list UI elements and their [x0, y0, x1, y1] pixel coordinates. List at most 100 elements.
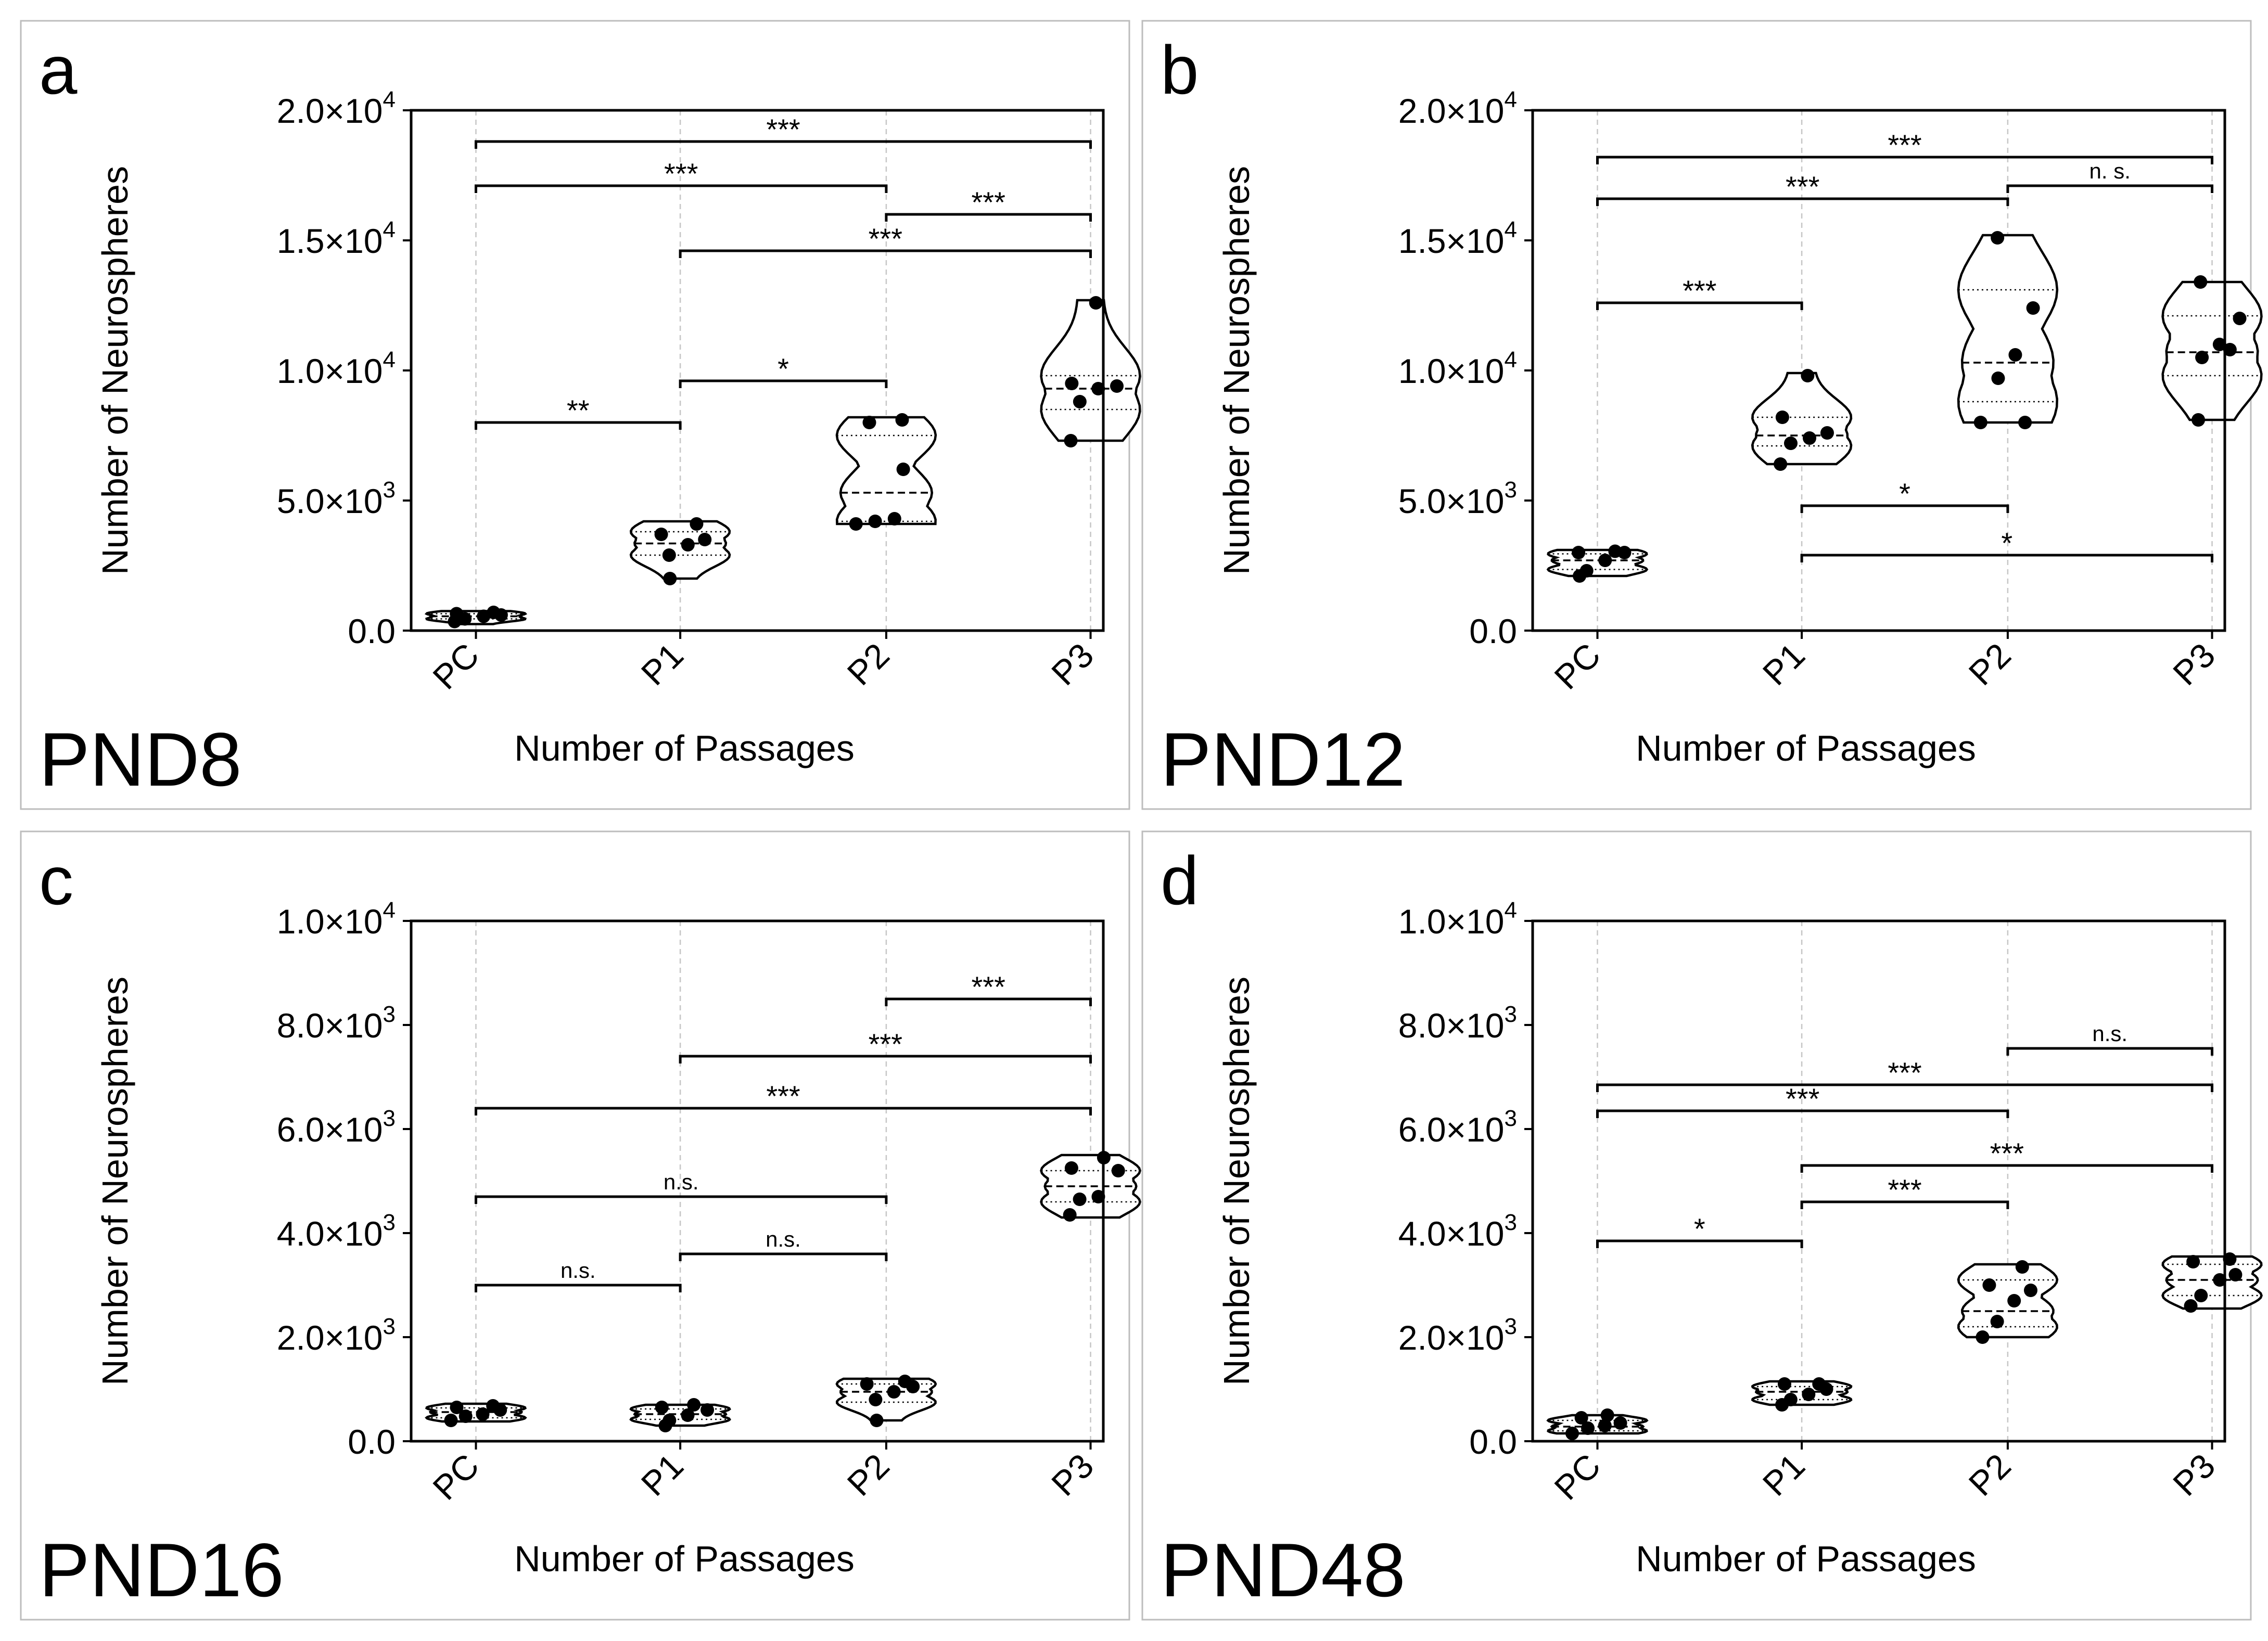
significance-bracket: [1800, 1164, 2214, 1173]
significance-label: *: [778, 352, 789, 385]
data-point: [1775, 411, 1789, 424]
data-point: [1064, 1161, 1078, 1175]
y-tick-exponent: 4: [1505, 347, 1517, 373]
data-point: [1065, 377, 1079, 390]
violin-P3: [2161, 275, 2263, 427]
y-tick-label: 2.0×104: [277, 87, 396, 130]
y-tick-mantissa: 1.5×10: [277, 222, 383, 260]
data-point: [1973, 416, 1987, 429]
panel-letter: c: [39, 842, 73, 919]
data-point: [1565, 1427, 1579, 1440]
violin-body: [1751, 1380, 1853, 1406]
data-point: [2212, 338, 2226, 351]
x-axis-title: Number of Passages: [514, 1539, 855, 1579]
data-point: [1990, 1315, 2004, 1328]
data-point: [663, 572, 677, 585]
data-point: [1976, 1330, 1990, 1344]
panel-frame: [20, 830, 1130, 1621]
data-point: [1783, 437, 1798, 450]
y-tick-exponent: 4: [383, 87, 396, 112]
significance-label: ***: [1786, 170, 1819, 203]
significance-label: ***: [1990, 1137, 2024, 1170]
y-tick-exponent: 3: [383, 1002, 396, 1027]
y-tick-label: 6.0×103: [1398, 1106, 1517, 1149]
data-point: [2194, 275, 2208, 289]
data-point: [1982, 1278, 1996, 1292]
y-tick-exponent: 3: [1505, 1210, 1517, 1235]
y-tick-label: 2.0×103: [277, 1314, 396, 1357]
y-axis-title: Number of Neurospheres: [95, 977, 135, 1386]
data-point: [1608, 544, 1622, 558]
significance-bracket: [1596, 1083, 2214, 1092]
y-tick-mantissa: 1.0×10: [1398, 352, 1505, 390]
y-tick-mantissa: 2.0×10: [277, 1318, 383, 1357]
y-tick-exponent: 3: [1505, 1314, 1517, 1339]
y-tick-label: 2.0×104: [1398, 87, 1517, 130]
plot-area-border: [410, 109, 1105, 632]
x-axis-title: Number of Passages: [514, 728, 855, 768]
panel-letter: a: [39, 32, 78, 108]
y-tick-exponent: 4: [383, 347, 396, 373]
violin-P3: [1040, 296, 1141, 447]
significance-bracket: [1596, 301, 1803, 310]
significance-bracket: [474, 184, 888, 193]
y-tick-label: 4.0×103: [277, 1210, 396, 1253]
y-tick-mantissa: 1.5×10: [1398, 222, 1505, 260]
data-point: [1574, 1411, 1588, 1425]
y-tick-label: 6.0×103: [277, 1106, 396, 1149]
y-tick-mantissa: 4.0×10: [277, 1214, 383, 1253]
violin-body: [1040, 299, 1141, 442]
data-point: [1613, 1416, 1627, 1430]
significance-bracket: [474, 1284, 682, 1292]
significance-bracket: [474, 140, 1092, 149]
y-tick-mantissa: 4.0×10: [1398, 1214, 1505, 1253]
panel-letter: b: [1161, 32, 1199, 108]
significance-label: **: [567, 394, 590, 427]
data-point: [887, 1385, 901, 1399]
data-point: [2023, 1284, 2037, 1297]
significance-label: ***: [869, 222, 902, 255]
significance-bracket: [679, 1252, 888, 1261]
y-tick-label: 1.0×104: [277, 347, 396, 390]
data-point: [887, 512, 901, 525]
data-point: [700, 1403, 715, 1417]
data-point: [662, 548, 676, 562]
y-tick-exponent: 3: [383, 1210, 396, 1235]
data-point: [1802, 1388, 1816, 1401]
y-tick-label: 1.0×104: [277, 898, 396, 941]
data-point: [1579, 564, 1594, 578]
significance-bracket: [679, 379, 888, 388]
data-point: [1073, 395, 1087, 408]
significance-bracket: [679, 249, 1092, 258]
significance-label: ***: [972, 970, 1005, 1003]
significance-bracket: [1596, 156, 2214, 164]
y-tick-label: 0.0: [1469, 1422, 1517, 1461]
violin-P3: [2161, 1252, 2263, 1313]
y-tick-mantissa: 2.0×10: [1398, 92, 1505, 130]
data-point: [681, 1408, 695, 1422]
significance-label: ***: [766, 113, 800, 146]
panel-title: PND48: [1161, 1528, 1406, 1612]
data-point: [1600, 1408, 1614, 1422]
significance-bracket: [1800, 1200, 2009, 1209]
significance-label: ***: [664, 157, 698, 190]
significance-bracket: [885, 997, 1092, 1006]
violin-PC: [424, 606, 528, 629]
data-point: [2026, 301, 2040, 315]
data-point: [655, 1401, 669, 1414]
data-point: [1598, 1419, 1612, 1432]
significance-bracket: [679, 1055, 1092, 1063]
data-point: [1801, 369, 1815, 382]
significance-label: *: [1899, 477, 1910, 510]
data-point: [1812, 1377, 1826, 1391]
y-tick-mantissa: 1.0×10: [277, 902, 383, 941]
violin-body: [1957, 234, 2059, 424]
panel-frame: [1141, 830, 2252, 1621]
y-tick-exponent: 3: [1505, 1002, 1517, 1027]
panel-frame: [1141, 20, 2252, 810]
y-tick-mantissa: 0.0: [1469, 612, 1517, 650]
significance-bracket: [2006, 184, 2214, 193]
y-tick-label: 4.0×103: [1398, 1210, 1517, 1253]
panel-title: PND8: [39, 717, 241, 802]
